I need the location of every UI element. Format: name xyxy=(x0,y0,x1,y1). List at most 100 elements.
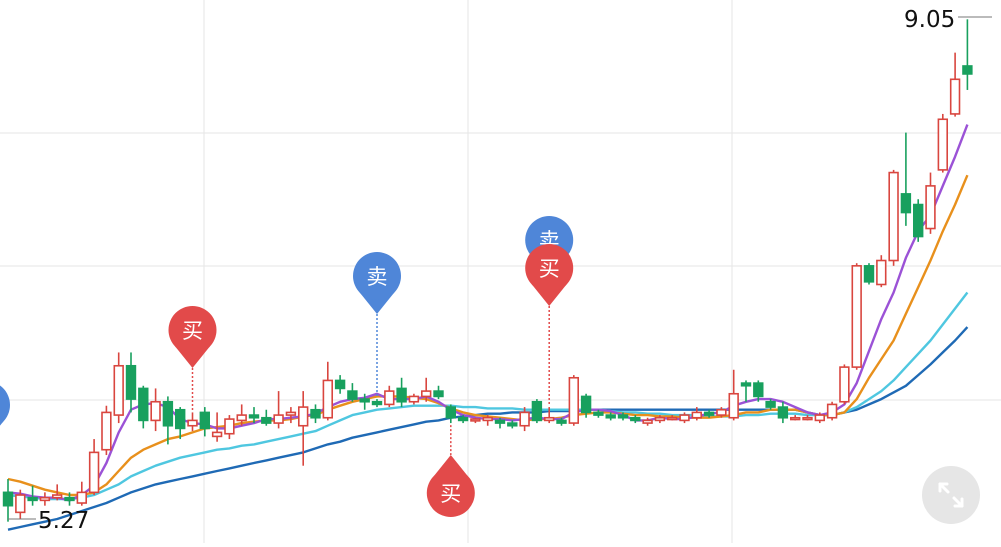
candle-body xyxy=(88,451,100,494)
candle xyxy=(962,19,973,90)
candle-body xyxy=(789,416,801,421)
candle-body xyxy=(285,411,297,416)
candle xyxy=(457,415,469,424)
marker-circle xyxy=(0,385,10,425)
candle-body xyxy=(580,395,592,414)
ma-orange-line xyxy=(7,174,969,497)
buy-marker[interactable]: 买 xyxy=(168,306,217,368)
candle-body xyxy=(27,496,38,502)
candle-body xyxy=(261,416,272,424)
candle-body xyxy=(531,400,543,422)
candle-body xyxy=(310,408,321,419)
candle-body xyxy=(138,387,149,422)
candle xyxy=(445,404,456,424)
candle-body xyxy=(236,414,247,422)
candle-body xyxy=(113,364,124,416)
candle xyxy=(211,412,223,442)
candle-body xyxy=(556,419,567,424)
candle-body xyxy=(76,491,88,504)
candle xyxy=(789,415,801,421)
candle xyxy=(433,385,444,400)
candle-body xyxy=(199,411,210,430)
candle-body xyxy=(949,78,961,115)
candle-body xyxy=(605,414,616,419)
candle xyxy=(593,409,604,418)
candle xyxy=(285,407,297,424)
candle-body xyxy=(175,408,186,430)
candle xyxy=(297,391,309,466)
candle xyxy=(912,199,924,242)
candle xyxy=(949,52,961,117)
candle-body xyxy=(777,406,789,419)
candle xyxy=(740,380,752,402)
candle-body xyxy=(839,366,850,403)
candle xyxy=(666,415,678,421)
candle xyxy=(839,364,850,405)
candle-body xyxy=(420,390,432,398)
marker-circle xyxy=(353,252,401,300)
candle-body xyxy=(703,411,715,416)
buy-marker[interactable]: 买 xyxy=(525,244,574,306)
candle-body xyxy=(802,416,813,421)
candle-body xyxy=(925,185,936,230)
candle xyxy=(494,417,506,429)
candle xyxy=(642,417,653,426)
candle-body xyxy=(912,203,924,238)
candle-body xyxy=(593,411,604,416)
candle xyxy=(925,172,936,234)
candle-body xyxy=(630,416,641,422)
candle xyxy=(876,255,887,288)
candle-body xyxy=(457,416,469,422)
candle-body xyxy=(347,390,358,400)
candle-body xyxy=(359,398,370,403)
candle xyxy=(199,407,210,437)
candle xyxy=(765,399,776,410)
buy-marker[interactable]: 买 xyxy=(426,455,475,517)
candle-body xyxy=(716,408,727,416)
candle xyxy=(630,415,641,424)
candle xyxy=(2,479,14,522)
candle xyxy=(125,352,137,413)
candle-body xyxy=(433,390,444,398)
marker-label: 买 xyxy=(539,257,560,281)
candle xyxy=(482,415,493,426)
candle-body xyxy=(273,414,284,424)
candle-body xyxy=(187,419,198,427)
candle xyxy=(691,407,703,421)
candle xyxy=(347,383,358,402)
candle-body xyxy=(519,411,530,427)
candle xyxy=(543,407,555,424)
candle xyxy=(359,393,370,410)
candle-body xyxy=(753,382,764,398)
candle-body xyxy=(728,392,739,419)
candle-body xyxy=(224,418,235,435)
candle xyxy=(273,391,284,429)
candle xyxy=(519,407,530,432)
candle xyxy=(64,492,75,506)
candle xyxy=(679,412,690,424)
candle xyxy=(568,375,580,426)
sell-marker[interactable]: 卖 xyxy=(0,381,10,443)
candle xyxy=(753,380,764,402)
candle-body xyxy=(39,496,51,502)
candle-body xyxy=(642,419,653,424)
candle xyxy=(162,396,174,445)
candle-body xyxy=(150,400,161,422)
expand-button[interactable] xyxy=(922,466,980,524)
candle-body xyxy=(900,193,912,214)
candle xyxy=(617,412,629,421)
candle xyxy=(150,388,161,432)
candle xyxy=(39,492,51,506)
candle-body xyxy=(740,382,752,387)
ma-blue-line xyxy=(7,326,969,531)
candle-body xyxy=(826,403,838,419)
candle-body xyxy=(384,390,395,406)
candle xyxy=(826,401,838,421)
candle xyxy=(371,399,383,408)
candle-body xyxy=(64,496,75,502)
candle xyxy=(187,412,198,432)
low-price-label: 5.27 xyxy=(38,508,89,534)
sell-marker[interactable]: 卖 xyxy=(353,252,401,314)
